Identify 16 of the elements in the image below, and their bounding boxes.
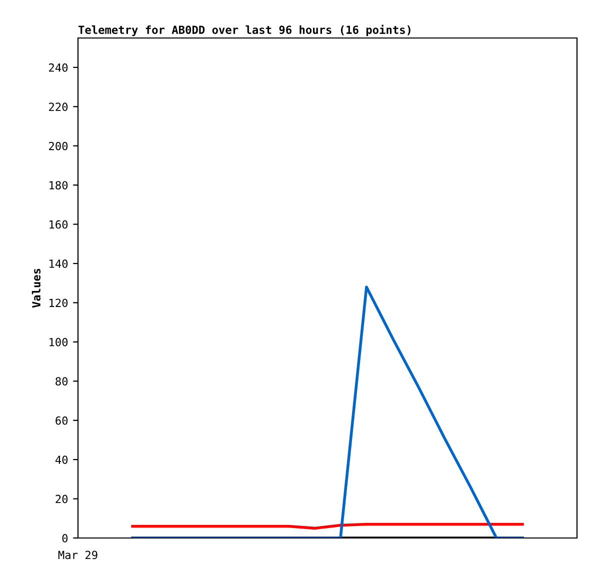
y-axis-title: Values (32, 268, 40, 308)
y-tick-label: 180 (50, 181, 68, 190)
y-tick-label: 80 (56, 377, 68, 386)
y-tick-label: 40 (55, 456, 68, 464)
y-tick-label: 240 (49, 63, 68, 72)
y-tick-label: 120 (50, 298, 68, 308)
y-tick-label: 220 (49, 102, 68, 112)
y-tick-label: 160 (50, 220, 68, 229)
y-tick-label: 20 (56, 494, 68, 504)
y-tick-label: 0 (62, 534, 68, 542)
text: Mar 29 (58, 550, 98, 560)
chart-title: Telemetry for AB0DD over last 96 hours (16 points) (78, 24, 410, 36)
y-tick-label: 200 (49, 142, 68, 150)
y-tick-label: 60 (56, 416, 68, 425)
y-tick-label: 140 (50, 259, 68, 268)
y-tick-label: 100 (50, 338, 68, 346)
